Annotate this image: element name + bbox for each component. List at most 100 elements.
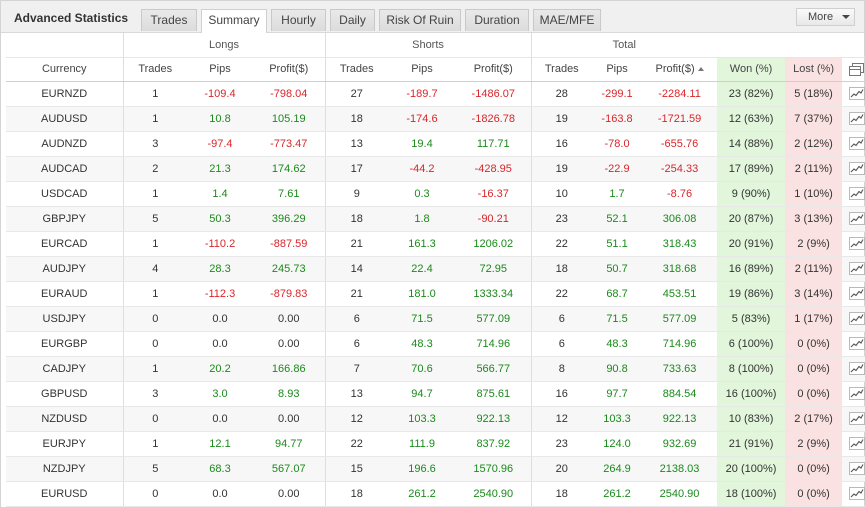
cell-chart	[842, 381, 865, 407]
col-won[interactable]: Won (%)	[717, 57, 786, 82]
cell-chart	[842, 206, 865, 232]
cell-won: 23 (82%)	[717, 81, 786, 107]
table-row: EURGBP 0 0.0 0.00 6 48.3 714.96 6 48.3 714.96 6 (1…	[6, 331, 865, 357]
cell-short-trades: 17	[324, 156, 388, 182]
cell-short-trades: 6	[324, 306, 388, 332]
tab-daily[interactable]: Daily	[330, 9, 375, 31]
col-short-profit[interactable]: Profit($)	[456, 57, 532, 82]
cell-total-profit: 453.51	[642, 281, 718, 307]
tab-duration[interactable]: Duration	[465, 9, 529, 31]
column-chooser[interactable]	[842, 57, 865, 82]
more-dropdown-button[interactable]: More	[796, 8, 855, 26]
line-chart-icon[interactable]	[848, 87, 865, 100]
cell-short-trades: 9	[324, 181, 388, 207]
cell-total-trades: 10	[530, 181, 593, 207]
cell-short-trades: 12	[324, 406, 388, 432]
cell-long-trades: 4	[122, 256, 187, 282]
line-chart-icon[interactable]	[848, 412, 865, 425]
line-chart-icon[interactable]	[848, 212, 865, 225]
cell-long-pips: 28.3	[187, 256, 253, 282]
cell-chart	[842, 256, 865, 282]
line-chart-icon[interactable]	[848, 262, 865, 275]
cell-chart	[842, 131, 865, 157]
cell-chart	[842, 231, 865, 257]
cell-long-pips: 1.4	[187, 181, 253, 207]
cell-long-profit: 8.93	[253, 381, 325, 407]
cell-currency: EURCAD	[6, 231, 123, 257]
cell-chart	[842, 456, 865, 482]
line-chart-icon[interactable]	[848, 162, 865, 175]
cell-total-trades: 20	[530, 456, 593, 482]
cell-short-profit: -1486.07	[456, 81, 532, 107]
line-chart-icon[interactable]	[848, 137, 865, 150]
group-shorts: Shorts	[324, 33, 532, 58]
line-chart-icon[interactable]	[848, 387, 865, 400]
cell-short-trades: 27	[324, 81, 388, 107]
cell-chart	[842, 331, 865, 357]
line-chart-icon[interactable]	[848, 437, 865, 450]
columns-icon[interactable]	[849, 62, 865, 76]
tab-hourly[interactable]: Hourly	[271, 9, 326, 31]
col-short-trades[interactable]: Trades	[324, 57, 388, 82]
cell-long-pips: 20.2	[187, 356, 253, 382]
cell-total-profit: 733.63	[642, 356, 718, 382]
cell-won: 6 (100%)	[717, 331, 786, 357]
table-row: GBPJPY 5 50.3 396.29 18 1.8 -90.21 23 52.1 306.08…	[6, 206, 865, 232]
line-chart-icon[interactable]	[848, 112, 865, 125]
line-chart-icon[interactable]	[848, 487, 865, 500]
cell-short-profit: -1826.78	[456, 106, 532, 132]
line-chart-icon[interactable]	[848, 462, 865, 475]
col-total-trades[interactable]: Trades	[530, 57, 593, 82]
cell-currency: GBPUSD	[6, 381, 123, 407]
col-currency[interactable]: Currency	[6, 57, 123, 82]
tab-trades[interactable]: Trades	[141, 9, 197, 31]
tab-summary[interactable]: Summary	[201, 9, 267, 33]
cell-total-pips: -22.9	[592, 156, 643, 182]
col-total-profit[interactable]: Profit($)	[642, 57, 718, 82]
tab-risk-of-ruin[interactable]: Risk Of Ruin	[379, 9, 461, 31]
cell-currency: EURNZD	[6, 81, 123, 107]
cell-short-pips: 70.6	[388, 356, 456, 382]
line-chart-icon[interactable]	[848, 287, 865, 300]
cell-short-pips: 196.6	[388, 456, 456, 482]
cell-short-pips: 48.3	[388, 331, 456, 357]
line-chart-icon[interactable]	[848, 362, 865, 375]
table-row: AUDUSD 1 10.8 105.19 18 -174.6 -1826.78 19 -163.…	[6, 106, 865, 132]
line-chart-icon[interactable]	[848, 237, 865, 250]
col-long-pips[interactable]: Pips	[187, 57, 253, 82]
line-chart-icon[interactable]	[848, 337, 865, 350]
col-total-pips[interactable]: Pips	[592, 57, 643, 82]
cell-chart	[842, 106, 865, 132]
line-chart-icon[interactable]	[848, 187, 865, 200]
cell-lost: 0 (0%)	[785, 356, 843, 382]
col-lost[interactable]: Lost (%)	[785, 57, 843, 82]
cell-lost: 0 (0%)	[785, 456, 843, 482]
cell-long-trades: 1	[122, 231, 187, 257]
cell-total-pips: 124.0	[592, 431, 643, 457]
cell-long-pips: 21.3	[187, 156, 253, 182]
cell-total-trades: 16	[530, 381, 593, 407]
line-chart-icon[interactable]	[848, 312, 865, 325]
cell-short-trades: 14	[324, 256, 388, 282]
cell-short-trades: 18	[324, 481, 388, 507]
table-row: EURNZD 1 -109.4 -798.04 27 -189.7 -1486.07 28 -2…	[6, 81, 865, 107]
cell-currency: EURAUD	[6, 281, 123, 307]
cell-short-pips: 111.9	[388, 431, 456, 457]
cell-lost: 1 (17%)	[785, 306, 843, 332]
panel-title: Advanced Statistics	[14, 11, 129, 25]
cell-won: 16 (89%)	[717, 256, 786, 282]
cell-long-pips: -112.3	[187, 281, 253, 307]
cell-short-pips: -44.2	[388, 156, 456, 182]
cell-short-profit: 72.95	[456, 256, 532, 282]
cell-won: 20 (100%)	[717, 456, 786, 482]
tab-mae-mfe[interactable]: MAE/MFE	[533, 9, 601, 31]
cell-long-trades: 1	[122, 281, 187, 307]
table-row: EURCAD 1 -110.2 -887.59 21 161.3 1206.02 22 51.1…	[6, 231, 865, 257]
cell-long-profit: 396.29	[253, 206, 325, 232]
cell-currency: AUDCAD	[6, 156, 123, 182]
col-short-pips[interactable]: Pips	[388, 57, 456, 82]
cell-currency: GBPJPY	[6, 206, 123, 232]
col-long-trades[interactable]: Trades	[122, 57, 187, 82]
col-long-profit[interactable]: Profit($)	[253, 57, 325, 82]
